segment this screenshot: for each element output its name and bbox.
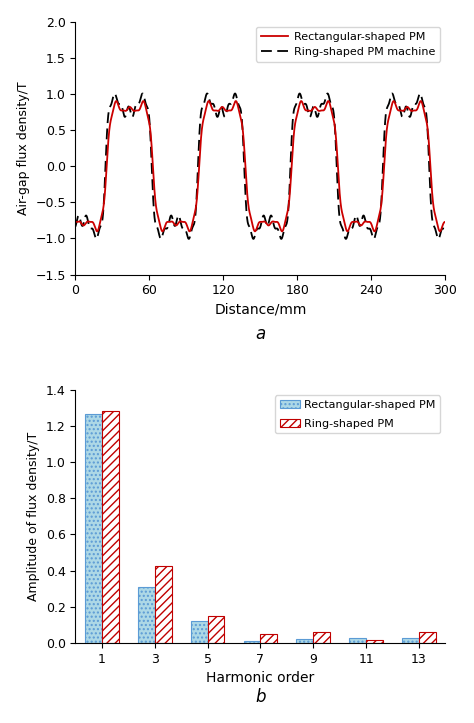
Ring-shaped PM machine <box>395 100 401 108</box>
Bar <box>419 632 436 643</box>
Ring-shaped PM machine <box>436 234 441 243</box>
Line: Ring-shaped PM machine: Ring-shaped PM machine <box>75 93 446 239</box>
Bar <box>138 587 155 643</box>
Rectangular-shaped PM <box>137 105 142 114</box>
Ring-shaped PM machine <box>115 98 120 106</box>
X-axis label: Harmonic order: Harmonic order <box>206 671 315 685</box>
Bar <box>208 616 225 643</box>
Bar <box>85 414 102 643</box>
Ring-shaped PM machine <box>436 234 441 243</box>
Legend: Rectangular-shaped PM, Ring-shaped PM machine: Rectangular-shaped PM, Ring-shaped PM ma… <box>256 27 440 61</box>
Line: Rectangular-shaped PM: Rectangular-shaped PM <box>75 101 446 231</box>
Rectangular-shaped PM <box>396 106 401 115</box>
Rectangular-shaped PM <box>279 227 285 236</box>
Ring-shaped PM machine <box>231 93 237 101</box>
Y-axis label: Amplitude of flux density/T: Amplitude of flux density/T <box>27 432 40 601</box>
Bar <box>244 641 260 643</box>
Rectangular-shaped PM <box>443 218 448 226</box>
Ring-shaped PM machine <box>137 98 142 106</box>
X-axis label: Distance/mm: Distance/mm <box>214 303 307 317</box>
Bar <box>102 411 119 643</box>
Rectangular-shaped PM <box>115 99 120 108</box>
Rectangular-shaped PM <box>436 224 441 233</box>
Ring-shaped PM machine <box>443 222 448 231</box>
Y-axis label: Air-gap flux density/T: Air-gap flux density/T <box>17 81 30 215</box>
Ring-shaped PM machine <box>73 222 78 231</box>
Rectangular-shaped PM <box>73 218 78 226</box>
Bar <box>402 638 419 643</box>
Bar <box>296 639 313 643</box>
Text: a: a <box>255 325 265 343</box>
Legend: Rectangular-shaped PM, Ring-shaped PM: Rectangular-shaped PM, Ring-shaped PM <box>275 395 440 433</box>
Ring-shaped PM machine <box>140 89 146 98</box>
Bar <box>366 640 383 643</box>
Bar <box>260 634 277 643</box>
Rectangular-shaped PM <box>230 102 236 111</box>
Bar <box>349 638 366 643</box>
Rectangular-shaped PM <box>214 106 220 115</box>
Rectangular-shaped PM <box>391 97 397 106</box>
Bar <box>313 632 330 643</box>
Bar <box>155 566 172 643</box>
Text: b: b <box>255 688 265 706</box>
Ring-shaped PM machine <box>215 113 220 121</box>
Bar <box>191 621 208 643</box>
